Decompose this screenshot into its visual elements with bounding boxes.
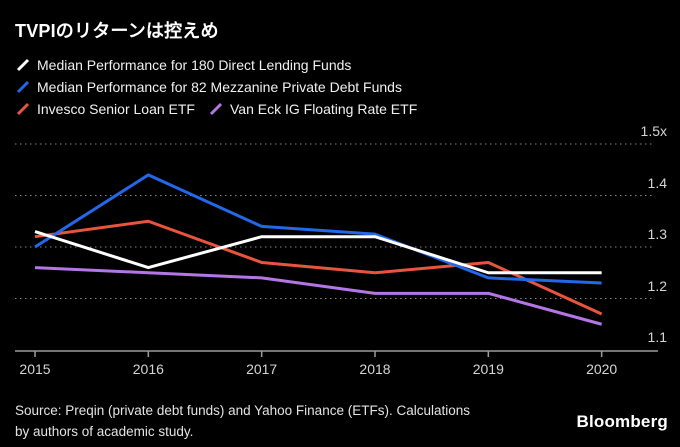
source-note: Source: Preqin (private debt funds) and … <box>15 400 470 442</box>
y-tick-label: 1.3 <box>647 226 667 242</box>
y-tick-label: 1.4 <box>647 174 667 191</box>
series-line <box>34 266 603 326</box>
line-swatch-icon <box>16 102 30 116</box>
legend-row: Median Performance for 180 Direct Lendin… <box>15 54 417 76</box>
source-line: Source: Preqin (private debt funds) and … <box>15 403 470 418</box>
x-tick-label: 2015 <box>19 361 51 377</box>
legend-item-invesco: Invesco Senior Loan ETF <box>15 101 195 117</box>
bloomberg-logo: Bloomberg <box>576 412 668 431</box>
series-line <box>34 173 602 285</box>
x-tick-label: 2018 <box>359 361 391 377</box>
legend-row: Invesco Senior Loan ETF Van Eck IG Float… <box>15 98 417 120</box>
legend-label: Median Performance for 180 Direct Lendin… <box>37 57 352 73</box>
legend-label: Invesco Senior Loan ETF <box>37 101 195 117</box>
legend-label: Van Eck IG Floating Rate ETF <box>229 101 418 117</box>
x-tick-label: 2017 <box>246 361 278 377</box>
line-swatch-icon <box>16 58 30 72</box>
legend-row: Median Performance for 82 Mezzanine Priv… <box>15 76 417 98</box>
legend-item-mezzanine: Median Performance for 82 Mezzanine Priv… <box>15 79 402 95</box>
y-tick-label: 1.2 <box>647 277 667 294</box>
legend: Median Performance for 180 Direct Lendin… <box>15 54 417 120</box>
legend-label: Median Performance for 82 Mezzanine Priv… <box>37 79 402 95</box>
line-swatch-icon <box>16 80 30 94</box>
x-tick-label: 2020 <box>586 361 618 377</box>
y-tick-label: 1.5x <box>640 123 667 139</box>
x-tick-label: 2019 <box>472 361 504 377</box>
legend-item-direct-lending: Median Performance for 180 Direct Lendin… <box>15 57 351 73</box>
y-tick-label: 1.1 <box>647 329 667 345</box>
series-line <box>34 230 602 275</box>
line-swatch-icon <box>209 102 223 116</box>
series-line <box>34 219 603 316</box>
chart-title: TVPIのリターンは控えめ <box>15 21 219 41</box>
source-line: by authors of academic study. <box>15 424 194 439</box>
x-tick-label: 2016 <box>132 361 164 377</box>
legend-item-vaneck: Van Eck IG Floating Rate ETF <box>208 101 417 117</box>
